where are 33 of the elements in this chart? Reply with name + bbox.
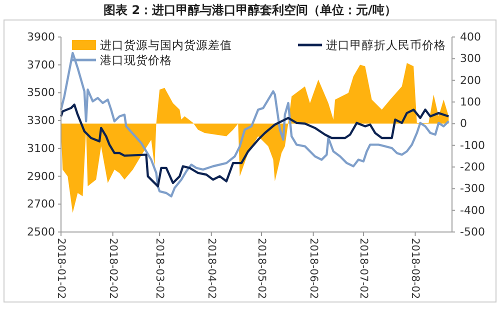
y-tick-label: 3500 [27,86,55,100]
y2-tick-label: -400 [460,204,485,217]
x-tick-label: 2018-08-02 [409,238,422,300]
x-tick-label: 2018-04-02 [205,238,218,300]
x-tick-label: 2018-03-02 [154,238,166,300]
y-tick-label: 3700 [27,58,55,72]
y2-tick-label: 200 [460,74,481,87]
x-tick-label: 2018-06-02 [307,238,320,300]
legend-label: 进口货源与国内货源差值 [100,38,232,52]
y-tick-label: 2700 [27,198,55,211]
y-tick-label: 3100 [27,142,55,155]
legend-item: 进口甲醇折人民币价格 [298,38,446,52]
y2-tick-label: 100 [460,96,481,108]
legend-item: 进口货源与国内货源差值 [72,38,232,52]
y2-tick-label: 300 [460,52,481,66]
y-tick-label: 2500 [27,226,55,238]
x-tick-label: 2018-02-02 [106,238,119,300]
legend-label: 港口现货价格 [100,53,172,67]
y2-tick-label: 0 [460,117,467,130]
y-tick-label: 3300 [27,114,55,128]
chart-title: 图表 2：进口甲醇与港口甲醇套利空间（单位：元/吨） [104,3,396,17]
legend-label: 进口甲醇折人民币价格 [326,38,446,52]
x-tick-label: 2018-01-02 [55,238,67,300]
y-tick-label: 2900 [27,170,55,183]
y-tick-label: 3900 [27,30,55,44]
y2-tick-label: -500 [460,226,485,238]
x-tick-label: 2018-05-02 [256,238,268,300]
y2-tick-label: -200 [460,160,485,174]
y2-tick-label: 400 [460,30,481,44]
legend-item: 港口现货价格 [72,53,172,67]
y2-tick-label: -300 [460,182,485,196]
y2-tick-label: -100 [460,138,485,152]
x-tick-label: 2018-07-02 [357,238,370,300]
